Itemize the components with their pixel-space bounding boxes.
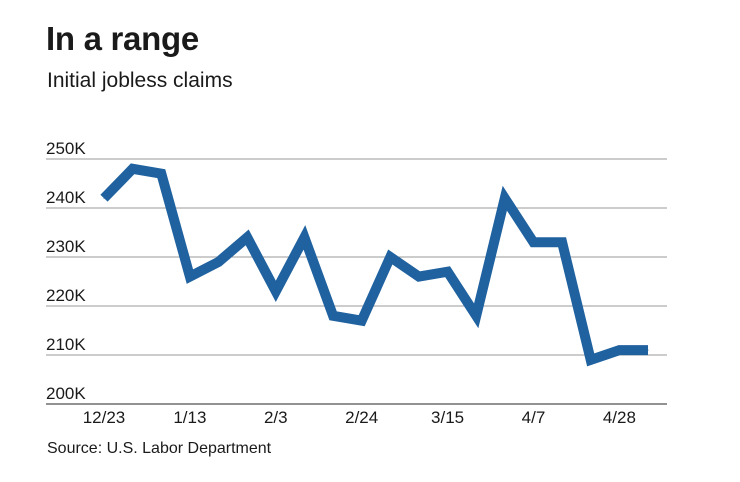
chart-title: In a range	[46, 20, 199, 57]
series-group	[100, 163, 649, 367]
data-point	[618, 349, 620, 351]
data-point	[160, 173, 162, 175]
data-point	[218, 261, 220, 263]
data-point	[361, 320, 363, 322]
data-point	[504, 197, 506, 199]
data-point	[189, 276, 191, 278]
data-point	[103, 197, 105, 199]
data-point	[332, 315, 334, 317]
data-point	[418, 276, 420, 278]
data-point	[389, 256, 391, 258]
data-point	[447, 271, 449, 273]
y-tick-label: 200K	[46, 384, 86, 403]
data-point	[303, 236, 305, 238]
x-axis-labels: 12/23 1/13 2/3 2/24 3/15 4/7 4/28	[83, 408, 636, 427]
y-tick-label: 250K	[46, 139, 86, 158]
source-note: Source: U.S. Labor Department	[47, 440, 272, 457]
x-tick-label: 2/24	[345, 408, 378, 427]
chart-subtitle: Initial jobless claims	[47, 69, 233, 92]
x-tick-label: 4/28	[603, 408, 636, 427]
series-line	[100, 163, 648, 367]
y-tick-label: 220K	[46, 286, 86, 305]
data-point	[532, 241, 534, 243]
y-axis-labels: 200K 210K 220K 230K 240K 250K	[46, 139, 86, 403]
data-point	[647, 349, 649, 351]
y-tick-label: 240K	[46, 188, 86, 207]
data-point	[475, 315, 477, 317]
x-tick-label: 2/3	[264, 408, 288, 427]
x-tick-label: 12/23	[83, 408, 126, 427]
y-tick-label: 210K	[46, 335, 86, 354]
data-point	[590, 359, 592, 361]
data-point	[561, 241, 563, 243]
x-tick-label: 4/7	[522, 408, 546, 427]
data-point	[275, 290, 277, 292]
y-tick-label: 230K	[46, 237, 86, 256]
data-point	[246, 236, 248, 238]
data-point	[132, 168, 134, 170]
x-tick-label: 3/15	[431, 408, 464, 427]
x-tick-label: 1/13	[173, 408, 206, 427]
